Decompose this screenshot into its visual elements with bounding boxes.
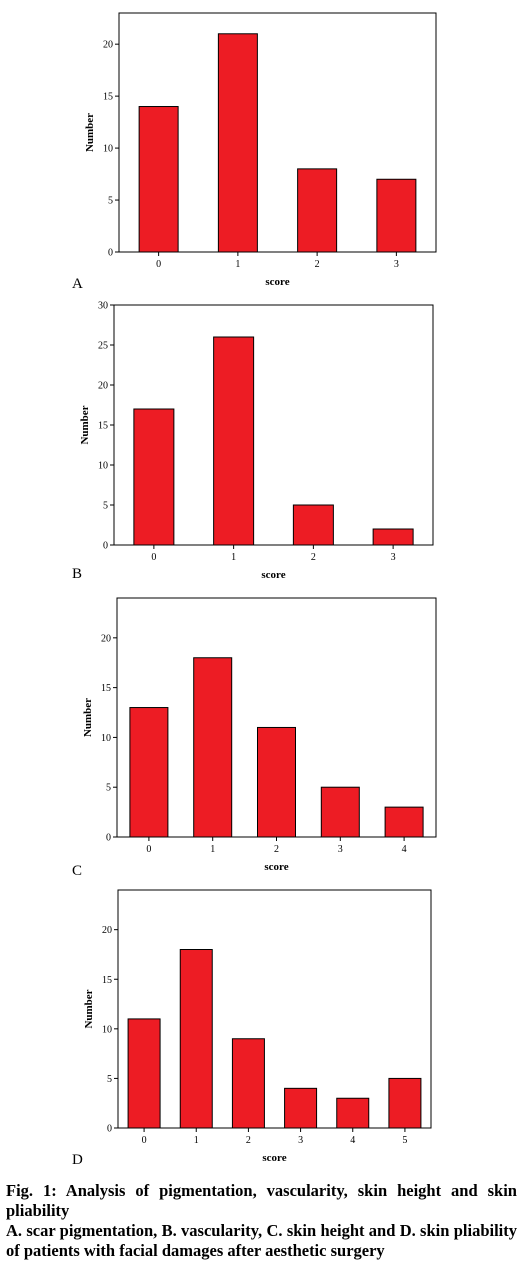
bar <box>193 657 233 838</box>
x-tick-label: 1 <box>235 259 240 270</box>
bar <box>376 178 417 253</box>
panel-label-d: D <box>72 1152 83 1168</box>
y-tick-label: 20 <box>98 381 108 392</box>
y-tick-label: 10 <box>102 1024 112 1035</box>
bar <box>257 726 296 838</box>
chart-a: 0 5 10 15 20 0 1 2 3 score Number <box>84 12 437 288</box>
chart-b: 0 5 10 15 20 25 30 0 1 2 3 score Number <box>79 301 434 581</box>
x-axis-label: score <box>262 1152 286 1164</box>
x-tick-label: 0 <box>146 844 151 855</box>
y-axis-label: Number <box>82 698 94 737</box>
y-axis-label: Number <box>79 405 91 444</box>
x-tick-label: 3 <box>394 259 399 270</box>
y-tick-label: 0 <box>108 248 113 259</box>
x-tick-label: 3 <box>391 552 396 563</box>
x-axis-label: score <box>261 569 285 581</box>
x-tick-label: 4 <box>350 1135 355 1146</box>
figure-caption: Fig. 1: Analysis of pigmentation, vascul… <box>6 1181 517 1261</box>
x-tick-label: 2 <box>246 1135 251 1146</box>
y-tick-label: 0 <box>107 1124 112 1135</box>
y-tick-label: 0 <box>106 833 111 844</box>
x-tick-label: 3 <box>338 844 343 855</box>
y-tick-label: 15 <box>98 421 108 432</box>
x-tick-label: 0 <box>156 259 161 270</box>
panel-label-c: C <box>72 863 83 879</box>
x-axis-label: score <box>265 276 289 288</box>
y-tick-label: 15 <box>102 975 112 986</box>
panel-label-b: B <box>72 566 83 582</box>
y-tick-label: 25 <box>98 341 108 352</box>
x-axis-label: score <box>264 861 288 873</box>
bar <box>129 707 169 838</box>
y-tick-label: 10 <box>101 733 111 744</box>
bar <box>336 1097 370 1129</box>
y-tick-label: 5 <box>103 501 108 512</box>
plot-frame <box>117 889 432 1129</box>
x-tick-label: 5 <box>402 1135 407 1146</box>
y-tick-label: 20 <box>102 925 112 936</box>
x-tick-label: 0 <box>142 1135 147 1146</box>
bar <box>231 1038 265 1129</box>
bar <box>127 1018 161 1129</box>
bar <box>217 33 258 253</box>
y-axis-label: Number <box>84 113 96 152</box>
x-tick-label: 4 <box>402 844 407 855</box>
y-tick-label: 15 <box>103 92 113 103</box>
x-tick-label: 1 <box>231 552 236 563</box>
panel-label-a: A <box>72 276 83 292</box>
x-tick-label: 2 <box>311 552 316 563</box>
chart-c: 0 5 10 15 20 0 1 2 3 4 score Number <box>82 597 437 873</box>
bar <box>133 408 175 546</box>
plot-frame <box>118 12 437 253</box>
bar <box>284 1087 318 1129</box>
x-tick-label: 1 <box>194 1135 199 1146</box>
y-tick-label: 10 <box>103 144 113 155</box>
y-tick-label: 10 <box>98 461 108 472</box>
bar <box>138 106 179 253</box>
y-tick-label: 5 <box>108 196 113 207</box>
y-tick-label: 20 <box>103 40 113 51</box>
y-tick-label: 5 <box>107 1074 112 1085</box>
bar <box>297 168 338 253</box>
caption-title: Fig. 1: Analysis of pigmentation, vascul… <box>6 1181 517 1220</box>
x-tick-label: 2 <box>274 844 279 855</box>
bar <box>384 806 424 838</box>
bar <box>179 949 213 1129</box>
x-tick-label: 1 <box>210 844 215 855</box>
chart-d: 0 5 10 15 20 0 1 2 3 4 5 score Number <box>83 889 432 1164</box>
bar <box>213 336 255 546</box>
bar <box>320 786 360 838</box>
bar <box>372 528 414 546</box>
y-tick-label: 0 <box>103 541 108 552</box>
y-axis-label: Number <box>83 989 95 1028</box>
x-tick-label: 0 <box>151 552 156 563</box>
y-tick-label: 5 <box>106 783 111 794</box>
y-tick-label: 20 <box>101 633 111 644</box>
y-tick-label: 15 <box>101 683 111 694</box>
y-tick-label: 30 <box>98 301 108 312</box>
x-tick-label: 3 <box>298 1135 303 1146</box>
x-tick-label: 2 <box>315 259 320 270</box>
bar <box>388 1077 422 1129</box>
bar <box>292 504 334 546</box>
caption-body: A. scar pigmentation, B. vascularity, C.… <box>6 1221 517 1260</box>
